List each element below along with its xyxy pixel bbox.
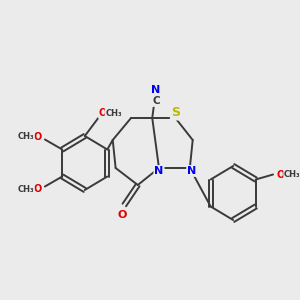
Text: O: O	[99, 108, 107, 118]
Text: O: O	[118, 210, 127, 220]
Text: N: N	[187, 166, 196, 176]
Text: C: C	[152, 96, 160, 106]
Text: O: O	[277, 169, 285, 179]
Text: CH₃: CH₃	[17, 132, 34, 141]
Text: O: O	[33, 131, 41, 142]
Text: S: S	[171, 106, 180, 119]
Text: N: N	[152, 85, 161, 95]
Text: CH₃: CH₃	[105, 109, 122, 118]
Text: N: N	[154, 166, 164, 176]
Text: CH₃: CH₃	[284, 170, 300, 179]
Text: O: O	[33, 184, 41, 194]
Text: CH₃: CH₃	[17, 185, 34, 194]
